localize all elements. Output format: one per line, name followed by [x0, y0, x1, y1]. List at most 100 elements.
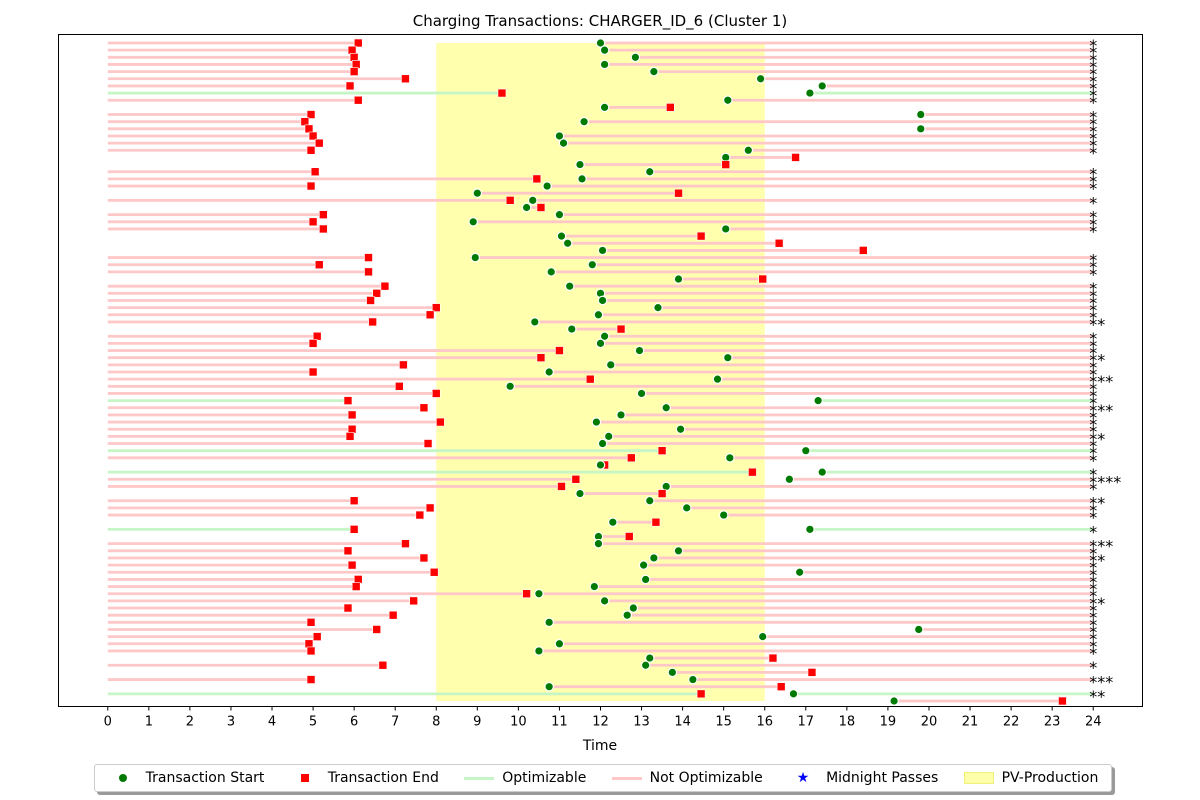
transaction-start-marker: [472, 188, 483, 198]
transaction-end-marker: [557, 482, 566, 491]
transaction-start-marker: [564, 281, 575, 291]
x-tick-label: 16: [756, 715, 773, 730]
transaction-end-marker: [748, 467, 757, 477]
transaction-start-marker: [720, 224, 731, 234]
transaction-end-marker: [351, 60, 361, 69]
midnight-pass-label: *: [1089, 293, 1097, 312]
transaction-start-marker: [534, 646, 544, 656]
legend: Transaction Start Transaction End Optimi…: [94, 764, 1112, 792]
x-tick-label: 1: [145, 715, 153, 730]
transaction-end-marker: [616, 324, 626, 334]
midnight-pass-label: *: [1089, 143, 1097, 162]
midnight-pass-label: *: [1089, 444, 1097, 463]
legend-item-pv: PV-Production: [963, 770, 1098, 786]
transaction-start-marker: [575, 488, 585, 499]
transaction-start-marker: [599, 59, 610, 70]
transaction-end-marker: [696, 689, 706, 699]
transaction-start-marker: [595, 38, 606, 48]
midnight-pass-label: *: [1089, 222, 1097, 241]
transaction-start-marker: [913, 624, 924, 635]
transaction-end-marker: [345, 81, 355, 91]
transaction-start-marker: [667, 667, 678, 678]
midnight-pass-label: **: [1089, 551, 1105, 570]
x-tick-label: 5: [309, 715, 317, 730]
transaction-start-marker: [755, 73, 766, 84]
transaction-start-marker: [653, 302, 663, 313]
transaction-end-marker: [308, 339, 318, 348]
midnight-pass-label: *: [1089, 522, 1097, 541]
x-tick-label: 15: [715, 715, 732, 730]
transaction-end-marker: [380, 281, 390, 291]
midnight-pass-label: *: [1089, 644, 1097, 663]
transaction-end-marker: [349, 53, 359, 62]
transaction-start-marker: [544, 681, 554, 692]
transaction-end-marker: [429, 567, 439, 577]
transaction-start-marker: [595, 460, 606, 470]
transaction-end-marker: [657, 446, 667, 455]
x-tick-label: 21: [962, 715, 979, 730]
legend-label: Midnight Passes: [826, 770, 939, 786]
midnight-pass-label: *: [1089, 344, 1097, 363]
transaction-end-marker: [522, 589, 531, 599]
transaction-start-marker: [608, 517, 618, 527]
midnight-pass-label: *: [1089, 208, 1097, 227]
transaction-end-marker: [347, 410, 357, 420]
midnight-pass-label: *: [1089, 308, 1097, 327]
midnight-pass-label: *: [1089, 336, 1097, 355]
transaction-end-marker: [349, 67, 359, 76]
transaction-end-marker: [372, 289, 382, 298]
midnight-pass-label: *: [1089, 608, 1097, 627]
midnight-pass-label: *: [1089, 422, 1097, 441]
transaction-start-marker: [644, 653, 655, 663]
transaction-start-marker: [577, 174, 587, 184]
transaction-end-marker: [585, 374, 595, 384]
transaction-start-marker: [599, 102, 610, 113]
midnight-pass-label: *: [1089, 265, 1097, 284]
transaction-start-marker: [597, 438, 608, 449]
legend-label: Optimizable: [502, 770, 587, 786]
legend-item-optimizable: Optimizable: [464, 770, 586, 786]
transaction-end-marker: [666, 103, 675, 112]
midnight-pass-label: **: [1089, 594, 1105, 613]
midnight-pass-label: *: [1089, 193, 1097, 212]
plot-area: ****************************************…: [107, 36, 1121, 706]
transaction-end-marker: [423, 439, 433, 448]
transaction-start-marker: [722, 95, 733, 106]
x-tick-label: 20: [921, 715, 938, 730]
midnight-pass-label: *: [1089, 36, 1097, 55]
transaction-end-marker: [536, 353, 546, 362]
midnight-pass-label: *: [1089, 329, 1097, 348]
transaction-end-marker: [353, 38, 363, 48]
transaction-end-marker: [674, 188, 683, 198]
transaction-end-marker: [807, 668, 817, 677]
transaction-end-marker: [312, 331, 322, 341]
legend-label: Not Optimizable: [649, 770, 763, 786]
midnight-pass-label: **: [1089, 494, 1105, 513]
transaction-end-marker: [353, 575, 363, 584]
midnight-pass-label: *: [1089, 637, 1097, 656]
transaction-start-marker: [628, 603, 639, 613]
legend-label: Transaction Start: [145, 770, 265, 786]
midnight-pass-label: ****: [1089, 472, 1121, 491]
transaction-start-marker: [593, 309, 604, 320]
transaction-end-marker: [306, 145, 316, 155]
legend-item-start: Transaction Start: [108, 770, 265, 786]
transaction-start-marker: [589, 581, 600, 592]
midnight-pass-label: *: [1089, 501, 1097, 520]
transaction-end-marker: [347, 424, 357, 434]
transaction-start-marker: [605, 360, 616, 370]
midnight-pass-label: **: [1089, 315, 1105, 334]
transaction-start-marker: [794, 567, 805, 578]
transaction-end-marker: [388, 610, 398, 620]
transaction-end-marker: [349, 496, 359, 506]
transaction-start-marker: [681, 503, 692, 513]
midnight-pass-label: *: [1089, 129, 1097, 148]
transaction-end-marker: [626, 453, 636, 463]
transaction-start-marker: [788, 689, 799, 699]
transaction-end-marker: [306, 618, 316, 627]
transaction-end-marker: [319, 224, 328, 234]
x-tick-label: 3: [227, 715, 235, 730]
x-tick-label: 7: [391, 715, 399, 730]
transaction-start-marker: [725, 453, 735, 463]
transaction-start-marker: [546, 267, 557, 277]
